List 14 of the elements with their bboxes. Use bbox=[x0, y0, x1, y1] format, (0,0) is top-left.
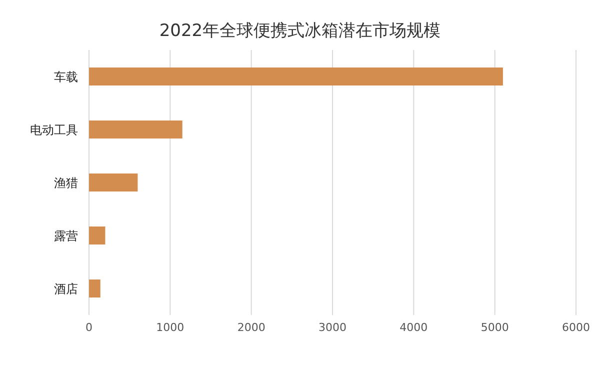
y-tick-label: 露营 bbox=[54, 229, 78, 243]
x-tick-label: 1000 bbox=[156, 321, 184, 334]
x-tick-label: 4000 bbox=[400, 321, 428, 334]
x-tick-label: 3000 bbox=[318, 321, 346, 334]
x-tick-label: 5000 bbox=[480, 321, 509, 334]
y-tick-label: 电动工具 bbox=[30, 123, 78, 137]
chart-title: 2022年全球便携式冰箱潜在市场规模 bbox=[159, 21, 441, 41]
y-tick-label: 车载 bbox=[54, 70, 78, 84]
x-tick-label: 2000 bbox=[237, 321, 266, 334]
y-tick-label: 酒店 bbox=[54, 282, 78, 296]
x-tick-label: 6000 bbox=[562, 321, 590, 334]
y-tick-label: 渔猎 bbox=[54, 176, 78, 190]
x-tick-label: 0 bbox=[86, 321, 92, 334]
axis-x: 0 1000 2000 3000 4000 5000 6000 bbox=[86, 50, 590, 334]
